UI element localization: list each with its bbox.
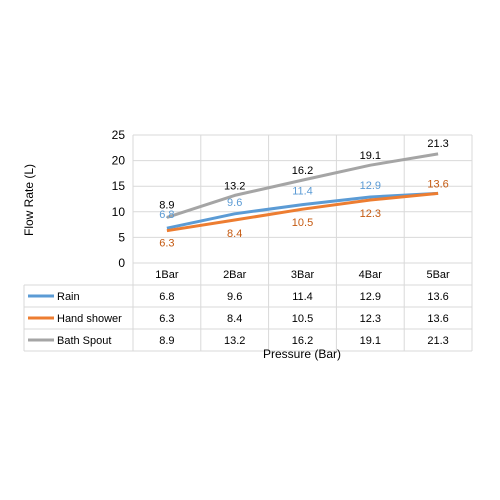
table-cell: 12.9 [360, 291, 381, 303]
y-tick-label: 10 [112, 205, 126, 219]
y-tick-label: 5 [118, 230, 125, 244]
legend-label: Rain [57, 291, 80, 303]
grid [23, 134, 473, 352]
x-tick-label: 5Bar [426, 269, 450, 281]
y-axis-title: Flow Rate (L) [22, 164, 36, 236]
data-labels: 6.8 9.6 11.4 12.9 6.3 8.4 10.5 12.3 13.6 8.9 13.2 1… [159, 138, 449, 250]
table-cell: 10.5 [292, 313, 313, 325]
y-tick-label: 25 [112, 128, 126, 142]
series-line-bath-spout [166, 152, 439, 219]
data-label: 8.4 [227, 228, 242, 240]
table-cell: 12.3 [360, 313, 381, 325]
table-cell: 21.3 [427, 335, 448, 347]
table-cell: 19.1 [360, 335, 381, 347]
data-label: 21.3 [427, 138, 448, 150]
table-cell: 13.2 [224, 335, 245, 347]
y-tick-label: 15 [112, 179, 126, 193]
table-cell: 9.6 [227, 291, 242, 303]
legend-label: Bath Spout [57, 335, 111, 347]
data-label: 13.6 [427, 178, 448, 190]
data-label: 6.8 [159, 209, 174, 221]
data-label: 6.3 [159, 238, 174, 250]
series [166, 152, 439, 233]
y-tick-label: 20 [112, 154, 126, 168]
data-label: 12.9 [360, 180, 381, 192]
x-tick-label: 4Bar [359, 269, 383, 281]
data-label: 13.2 [224, 180, 245, 192]
x-tick-label: 2Bar [223, 269, 247, 281]
table-cell: 11.4 [292, 291, 313, 303]
x-tick-label: 1Bar [155, 269, 179, 281]
table-cell: 6.8 [159, 291, 174, 303]
x-tick-label: 3Bar [291, 269, 315, 281]
data-table: 1Bar 2Bar 3Bar 4Bar 5Bar Rain 6.8 9.6 11.4 12.9 13… [28, 269, 450, 347]
table-cell: 13.6 [427, 313, 448, 325]
y-tick-label: 0 [118, 256, 125, 270]
data-label: 10.5 [292, 217, 313, 229]
series-line-hand-shower [166, 191, 439, 233]
table-cell: 16.2 [292, 335, 313, 347]
table-cell: 8.4 [227, 313, 242, 325]
data-label: 19.1 [360, 150, 381, 162]
data-label: 16.2 [292, 165, 313, 177]
data-label: 11.4 [292, 186, 313, 198]
data-label: 12.3 [360, 208, 381, 220]
legend-label: Hand shower [57, 313, 122, 325]
data-label: 9.6 [227, 197, 242, 209]
table-cell: 6.3 [159, 313, 174, 325]
table-cell: 13.6 [427, 291, 448, 303]
y-axis: 0 5 10 15 20 25 [112, 128, 126, 270]
table-cell: 8.9 [159, 335, 174, 347]
series-line-rain [166, 191, 439, 230]
data-label: 8.9 [159, 199, 174, 211]
x-axis-title: Pressure (Bar) [263, 347, 341, 361]
